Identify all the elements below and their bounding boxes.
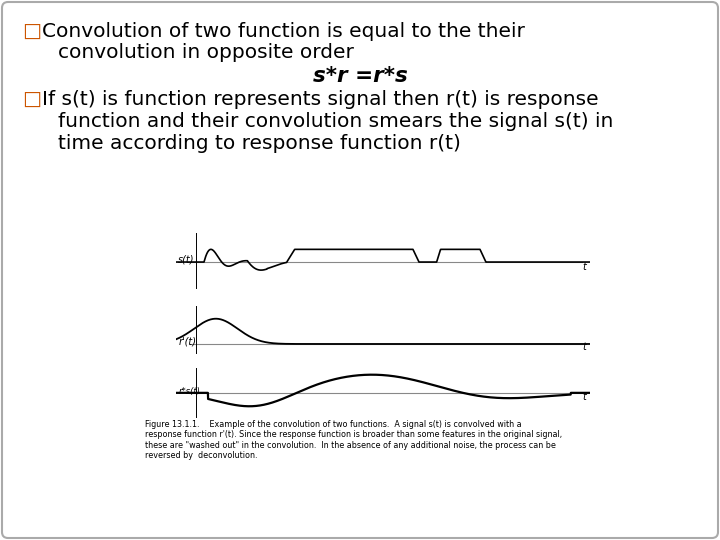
Text: □: □ [22,90,41,109]
Text: t: t [582,392,586,402]
Text: t: t [582,342,586,352]
Text: r'(t): r'(t) [179,336,197,346]
Text: s*r =r*s: s*r =r*s [312,66,408,86]
Text: □: □ [22,22,41,41]
Text: s(t): s(t) [179,255,195,265]
Text: Convolution of two function is equal to the their: Convolution of two function is equal to … [42,22,525,41]
Text: r*s(t): r*s(t) [179,387,200,396]
Text: convolution in opposite order: convolution in opposite order [58,43,354,62]
Text: function and their convolution smears the signal s(t) in: function and their convolution smears th… [58,112,613,131]
Text: Figure 13.1.1.    Example of the convolution of two functions.  A signal s(t) is: Figure 13.1.1. Example of the convolutio… [145,420,562,460]
Text: If s(t) is function represents signal then r(t) is response: If s(t) is function represents signal th… [42,90,598,109]
Text: t: t [582,261,586,272]
Text: time according to response function r(t): time according to response function r(t) [58,134,461,153]
